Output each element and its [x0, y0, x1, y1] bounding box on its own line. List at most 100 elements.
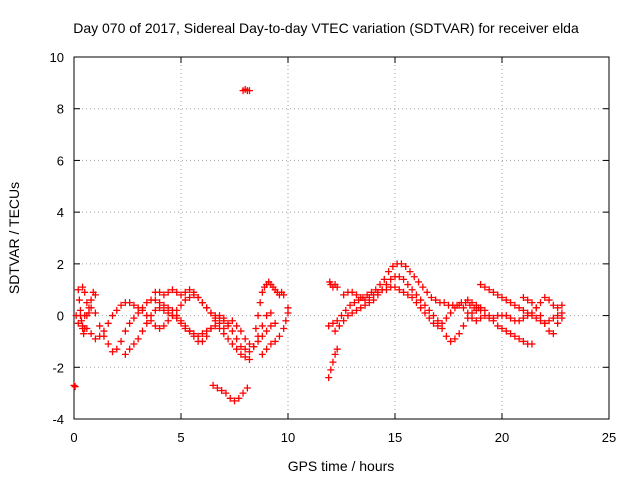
data-point — [438, 319, 446, 327]
data-point — [338, 312, 345, 320]
data-point — [549, 314, 557, 322]
data-point — [258, 288, 266, 296]
data-point — [87, 296, 95, 304]
data-point — [494, 322, 502, 330]
series-arc-06 — [121, 304, 253, 364]
data-point — [545, 296, 553, 304]
data-point — [400, 275, 408, 283]
data-point — [389, 262, 397, 270]
data-point — [507, 330, 515, 338]
data-point — [83, 312, 91, 320]
data-point — [502, 312, 510, 320]
data-point — [237, 327, 245, 335]
data-point — [241, 345, 249, 353]
y-tick-label: 10 — [50, 50, 64, 65]
data-point — [451, 335, 459, 343]
data-point — [241, 335, 249, 343]
data-point — [211, 322, 219, 330]
data-point — [365, 293, 373, 301]
data-point — [498, 293, 506, 301]
data-point — [76, 306, 84, 314]
data-point — [267, 322, 275, 330]
data-point — [395, 273, 403, 281]
data-point — [528, 299, 536, 307]
data-point — [528, 309, 536, 317]
data-point — [519, 306, 527, 314]
y-tick-label: 2 — [57, 257, 64, 272]
data-point — [472, 317, 480, 325]
data-point — [477, 281, 485, 289]
data-point — [113, 345, 121, 353]
data-point — [333, 345, 341, 353]
data-point — [325, 322, 333, 330]
data-point — [408, 293, 416, 301]
data-point — [80, 330, 88, 338]
data-point — [459, 304, 467, 312]
data-point — [340, 317, 348, 325]
data-point — [417, 304, 425, 312]
data-point — [558, 301, 566, 309]
data-point — [331, 350, 339, 358]
data-point — [537, 312, 545, 320]
data-point — [83, 325, 91, 332]
data-point — [160, 291, 168, 299]
data-point — [421, 301, 429, 309]
data-point — [335, 322, 343, 330]
x-tick-label: 15 — [388, 430, 402, 445]
data-point — [481, 312, 489, 320]
data-point — [419, 283, 427, 291]
data-point — [524, 296, 532, 304]
x-tick-label: 10 — [281, 430, 295, 445]
data-point — [237, 350, 245, 358]
data-point — [220, 317, 228, 325]
data-point — [190, 330, 198, 338]
data-point — [380, 275, 388, 283]
data-point — [190, 288, 198, 296]
data-point — [342, 306, 350, 314]
x-tick-label: 25 — [602, 430, 616, 445]
data-point — [203, 327, 211, 335]
data-point — [121, 350, 129, 358]
data-point — [138, 327, 146, 335]
data-point — [173, 314, 181, 322]
data-point — [408, 286, 416, 294]
data-point — [181, 325, 189, 332]
data-point — [160, 306, 168, 314]
data-point — [224, 335, 232, 343]
data-point — [209, 381, 217, 389]
data-point — [211, 312, 219, 320]
data-point — [252, 325, 260, 332]
data-point — [83, 299, 91, 307]
data-point — [329, 319, 337, 327]
data-point — [333, 283, 341, 291]
data-point — [126, 299, 134, 307]
data-point — [117, 301, 125, 309]
data-point — [468, 314, 476, 322]
data-point — [382, 286, 390, 294]
x-axis-label: GPS time / hours — [288, 458, 395, 474]
data-point — [91, 291, 99, 299]
data-point — [126, 319, 134, 327]
data-point — [432, 296, 440, 304]
data-point — [427, 293, 435, 301]
data-point — [275, 332, 283, 340]
series-arc-15 — [331, 273, 485, 345]
data-point — [395, 286, 403, 294]
data-point — [397, 260, 405, 268]
data-point — [459, 322, 467, 330]
data-point — [168, 312, 176, 320]
data-point — [472, 301, 480, 309]
x-tick-label: 0 — [70, 430, 77, 445]
data-point — [502, 327, 510, 335]
data-point — [177, 301, 185, 309]
data-point — [541, 319, 549, 327]
data-point — [186, 286, 194, 294]
y-tick-label: -2 — [52, 360, 64, 375]
data-point — [280, 291, 288, 299]
data-point — [545, 317, 553, 325]
data-point — [207, 325, 215, 332]
data-point — [245, 356, 253, 364]
data-point — [532, 314, 540, 322]
data-point — [447, 309, 455, 317]
data-point — [164, 317, 172, 325]
